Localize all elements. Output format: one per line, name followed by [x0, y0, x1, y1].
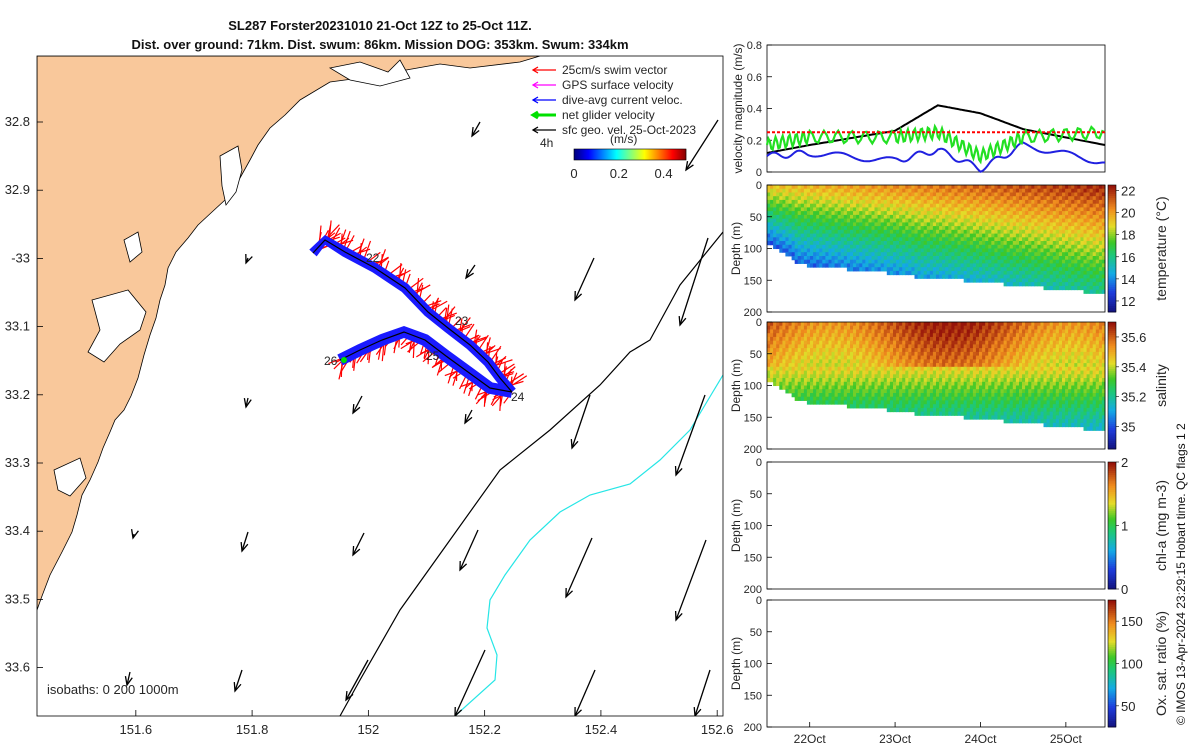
map-ytick-label-4: 33.2	[5, 387, 30, 402]
time-step-label: 4h	[540, 136, 553, 150]
net-velocity-marker	[341, 357, 347, 363]
legend-label-3: net glider velocity	[562, 108, 655, 122]
legend-label-0: 25cm/s swim vector	[562, 63, 667, 77]
map-xtick-label-2: 152	[358, 722, 380, 737]
day-label-23: 23	[455, 314, 469, 328]
map-xtick-label-0: 151.6	[120, 722, 153, 737]
day-label-24: 24	[511, 390, 525, 404]
isobaths-label: isobaths: 0 200 1000m	[47, 682, 179, 697]
colorbar-tick-2: 0.4	[655, 166, 673, 181]
map-xtick-label-4: 152.4	[585, 722, 618, 737]
map-ytick-label-0: 32.8	[5, 114, 30, 129]
day-label-22: 22	[366, 251, 380, 265]
day-label-25: 25	[426, 349, 440, 363]
colorbar-tick-0: 0	[570, 166, 577, 181]
map-ytick-label-1: 32.9	[5, 182, 30, 197]
map-xtick-label-5: 152.6	[701, 722, 734, 737]
colorbar-unit: (m/s)	[610, 132, 637, 146]
map-xtick-label-3: 152.2	[468, 722, 501, 737]
colorbar-tick-1: 0.2	[610, 166, 628, 181]
legend-label-1: GPS surface velocity	[562, 78, 673, 92]
map-ytick-label-8: 33.6	[5, 660, 30, 675]
map-ytick-label-7: 33.5	[5, 591, 30, 606]
map-ytick-label-5: 33.3	[5, 455, 30, 470]
map-xtick-label-1: 151.8	[236, 722, 269, 737]
legend-label-2: dive-avg current veloc.	[562, 93, 683, 107]
day-label-26: 26	[324, 354, 338, 368]
map-ytick-label-6: 33.4	[5, 523, 30, 538]
map-ytick-label-2: -33	[11, 250, 30, 265]
map-ytick-label-3: 33.1	[5, 319, 30, 334]
